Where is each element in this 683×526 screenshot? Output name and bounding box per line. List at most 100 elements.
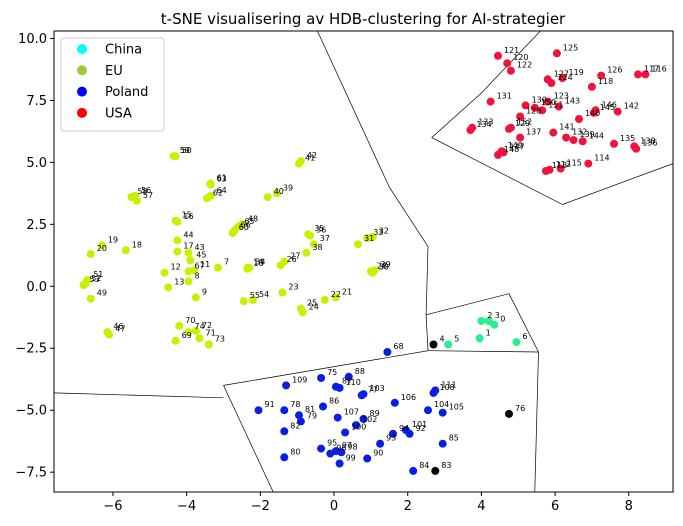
data-point-31 [354,240,362,249]
data-point-16 [173,217,182,226]
data-point-6 [512,338,521,347]
point-label-145: 145 [600,103,615,112]
point-label-103: 103 [370,384,385,393]
point-label-33: 33 [373,228,383,237]
point-label-135: 135 [620,134,635,143]
point-label-26: 26 [287,255,297,264]
data-point-99 [335,459,344,468]
point-label-65: 65 [244,217,254,226]
data-point-109 [282,381,291,390]
data-point-72 [191,326,200,335]
legend-label-eu: EU [105,64,123,79]
point-label-111: 111 [441,380,456,389]
point-label-23: 23 [288,283,298,292]
data-point-37 [309,240,318,249]
data-point-76 [505,409,513,418]
point-label-38: 38 [312,243,322,252]
x-axis: −6 −4 −2 0 2 4 6 8 [103,492,633,514]
data-point-36 [306,231,315,240]
point-label-28: 28 [377,261,387,270]
point-label-125: 125 [563,43,578,52]
point-label-22: 22 [331,290,341,299]
data-point-45 [186,256,195,265]
data-point-139 [569,136,578,145]
data-point-130 [521,101,530,110]
chart-title: t-SNE visualisering av HDB-clustering fo… [161,10,566,28]
point-label-70: 70 [185,316,195,325]
data-point-43 [184,248,193,257]
data-point-88 [344,372,353,381]
point-label-16: 16 [183,212,193,221]
x-tick-label: −4 [177,499,196,514]
point-label-59: 59 [180,146,190,155]
point-label-47: 47 [115,325,125,334]
data-point-21 [331,293,340,302]
point-label-146: 146 [602,100,617,109]
data-point-25 [296,304,305,313]
data-point-101 [401,426,410,434]
point-label-120: 120 [513,53,528,62]
data-point-143 [554,102,563,111]
point-label-85: 85 [449,434,459,443]
data-point-134 [466,126,475,135]
point-label-117: 117 [644,64,659,73]
legend-marker-poland [77,86,87,97]
data-point-2 [477,317,486,325]
point-label-127: 127 [554,69,569,78]
point-label-66: 66 [241,221,251,230]
point-label-108: 108 [440,383,455,392]
data-point-127 [543,75,552,84]
y-tick-label: 7.5 [26,94,47,109]
data-point-151 [538,106,547,115]
point-label-107: 107 [344,408,359,417]
data-point-103 [359,390,368,399]
point-label-82: 82 [290,421,300,430]
point-label-114: 114 [594,154,609,163]
data-point-17 [173,247,182,256]
data-point-114 [584,159,593,168]
data-point-5 [444,340,453,349]
point-label-78: 78 [290,400,300,409]
data-point-54 [249,295,257,304]
y-tick-label: 5.0 [26,156,47,171]
x-tick-label: 8 [625,499,633,514]
data-point-131 [486,97,495,106]
point-label-118: 118 [598,77,613,86]
y-tick-label: −5.0 [15,404,47,419]
point-label-18: 18 [132,240,142,249]
point-label-110: 110 [346,378,361,387]
point-label-79: 79 [307,411,317,420]
data-point-104 [424,406,432,415]
point-label-75: 75 [327,368,337,377]
data-point-12 [160,268,169,277]
data-point-115 [556,164,565,173]
data-point-94 [389,429,397,438]
point-label-42: 42 [307,151,317,160]
data-point-13 [164,283,173,292]
point-label-3: 3 [495,311,500,320]
point-label-128: 128 [526,107,541,116]
data-point-125 [552,49,561,58]
data-point-90 [363,454,372,463]
data-point-27 [280,257,289,266]
point-label-64: 64 [217,186,227,195]
data-point-23 [278,288,287,297]
data-point-67 [184,267,193,276]
data-point-79 [296,417,305,426]
point-label-137: 137 [526,128,541,137]
point-label-44: 44 [183,230,193,239]
point-label-139: 139 [580,130,595,139]
data-point-47 [105,330,114,339]
data-point-116 [641,70,650,79]
data-point-86 [319,402,327,411]
point-label-124: 124 [557,73,572,82]
cluster-boundary-4 [427,350,539,353]
point-label-130: 130 [532,95,547,104]
cluster-boundary-6 [426,293,539,353]
data-point-128 [516,112,525,121]
point-label-90: 90 [373,449,383,458]
point-label-13: 13 [174,278,184,287]
point-label-21: 21 [342,287,352,296]
data-point-89 [359,414,368,423]
